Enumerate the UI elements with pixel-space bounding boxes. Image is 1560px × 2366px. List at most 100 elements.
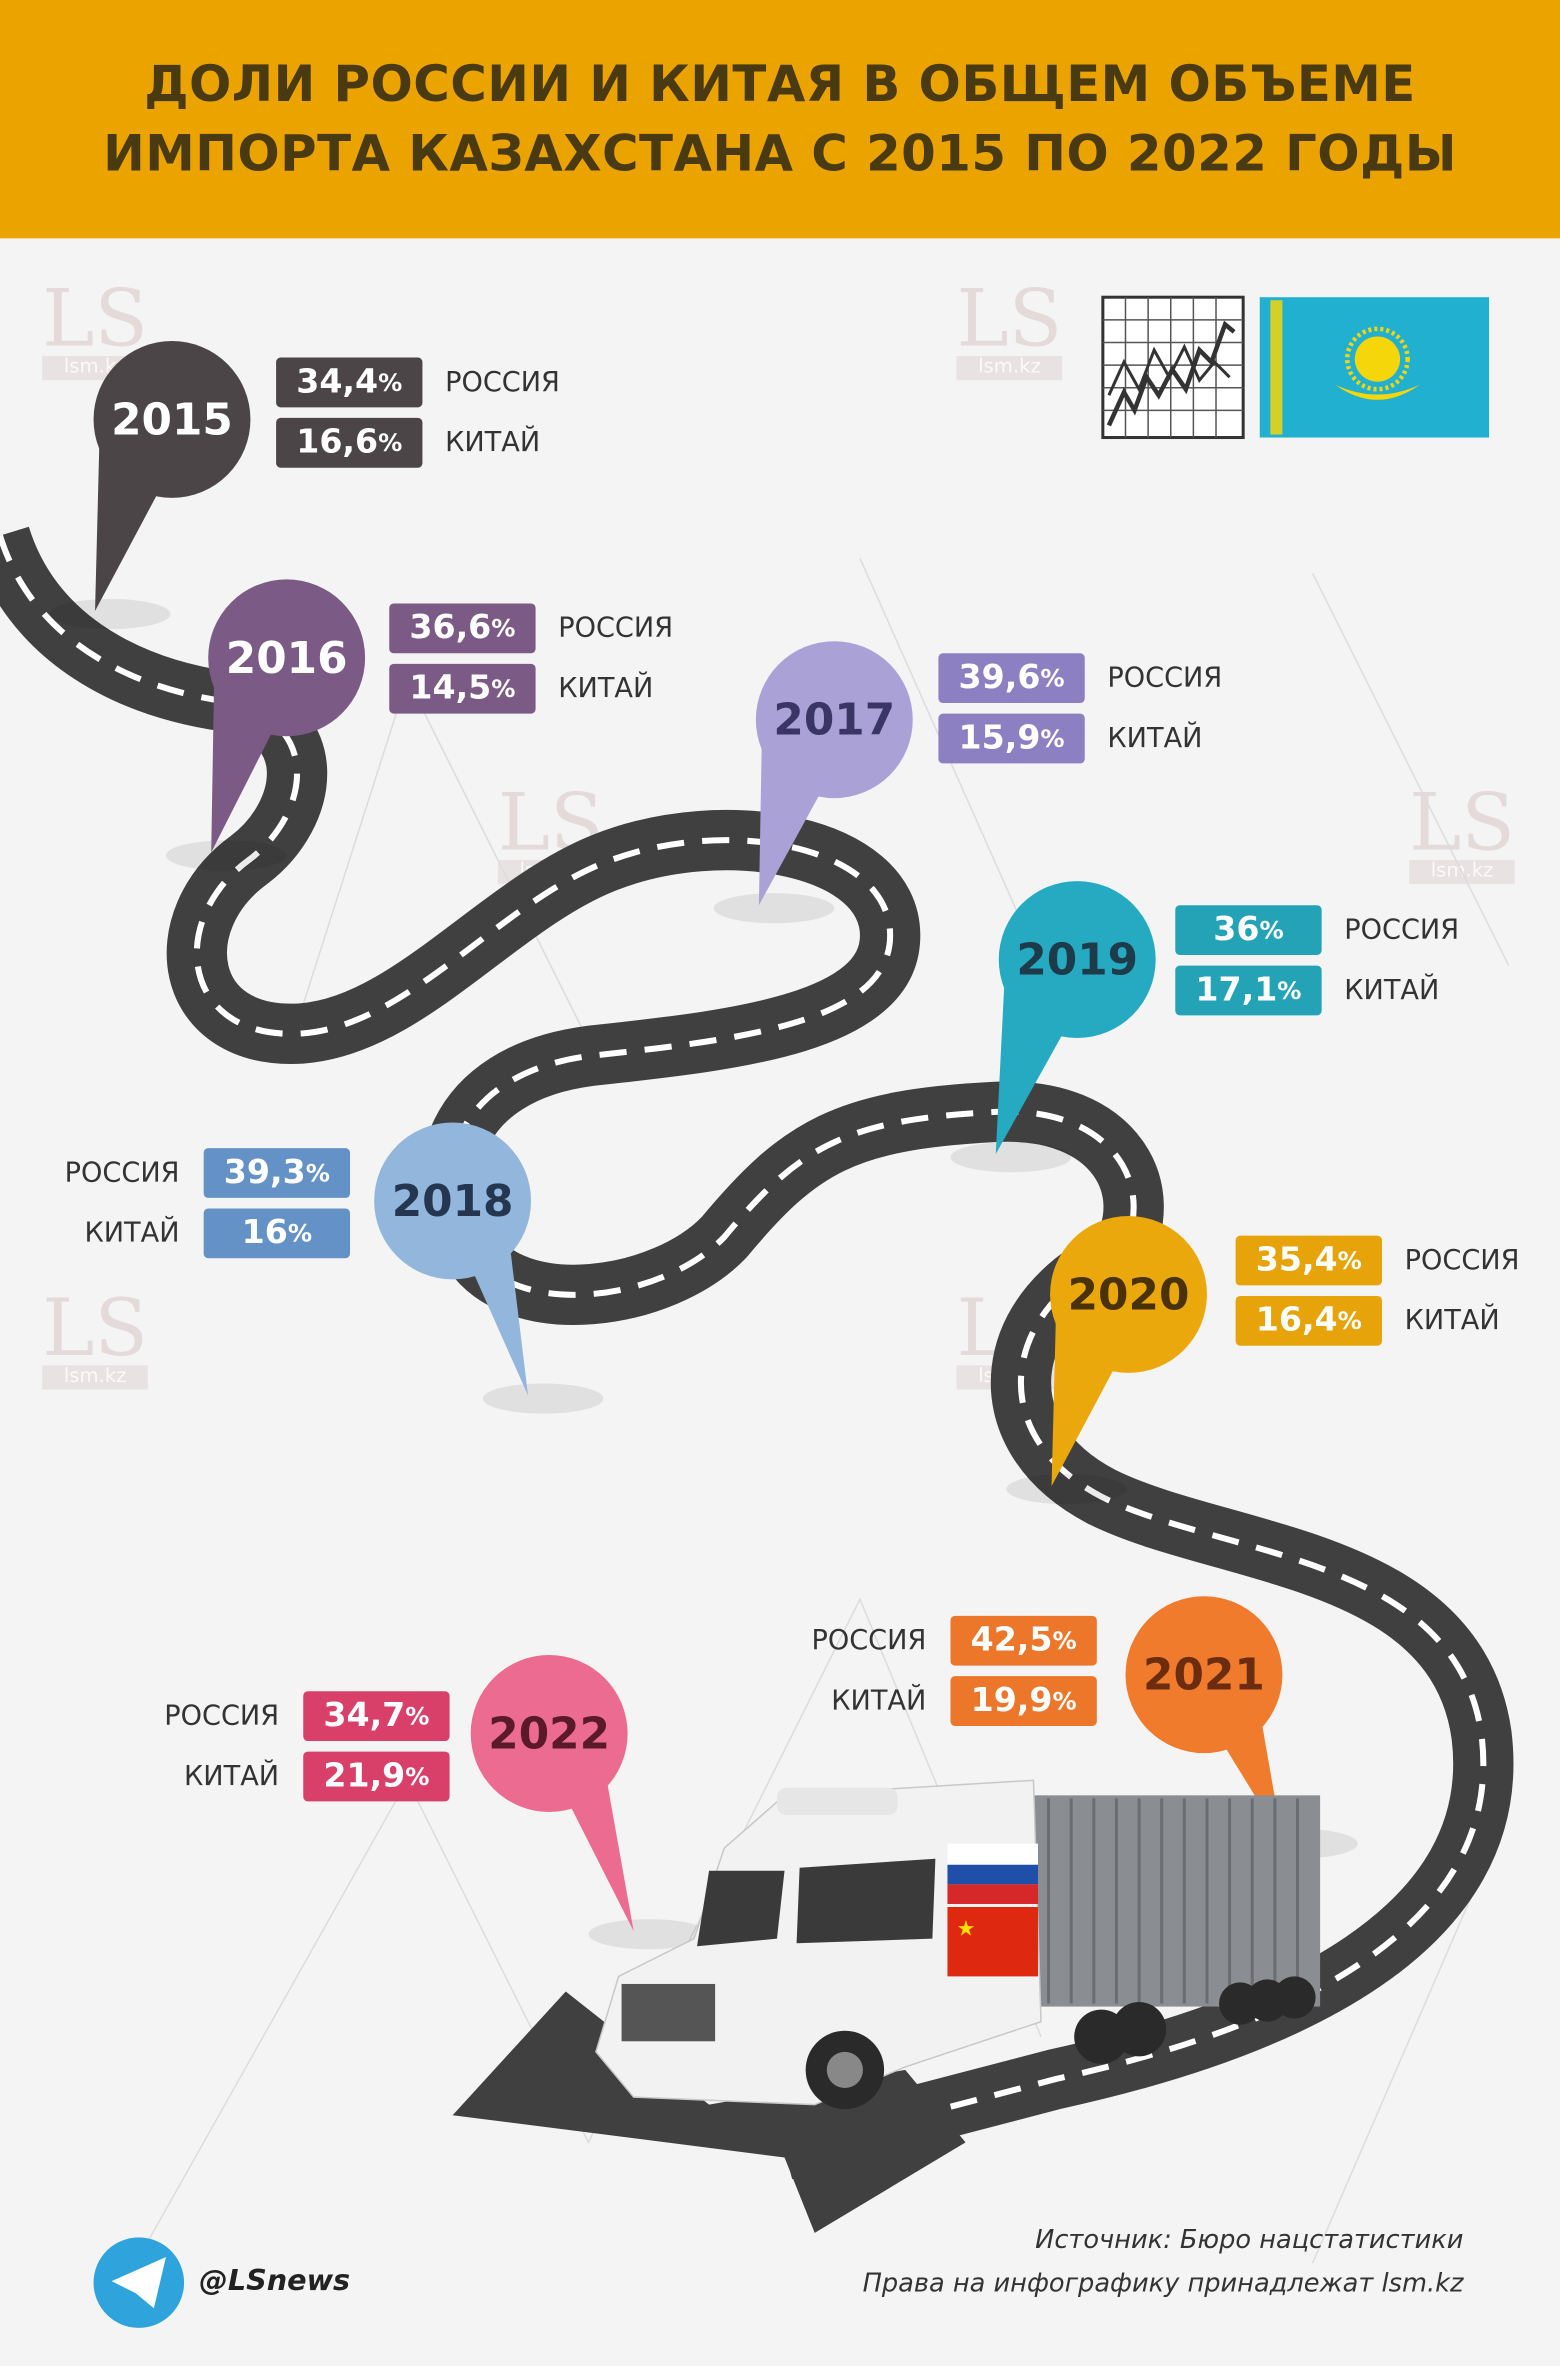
china-share-badge: 16% xyxy=(203,1208,351,1259)
share-value: 34,4 xyxy=(296,363,379,402)
china-share-badge: 16,6% xyxy=(276,417,423,468)
china-share-badge: 15,9% xyxy=(938,713,1085,764)
russia-share-badge: 34,4% xyxy=(276,357,423,408)
year-label: 2019 xyxy=(1016,933,1139,986)
china-flag xyxy=(947,1906,1038,1977)
percent-sign: % xyxy=(305,1158,330,1188)
title-line-1: ДОЛИ РОССИИ И КИТАЯ В ОБЩЕМ ОБЪЕМЕ xyxy=(144,54,1416,114)
russia-label: РОССИЯ xyxy=(64,1157,180,1189)
pin-tail xyxy=(473,1246,529,1396)
russia-label: РОССИЯ xyxy=(445,366,560,399)
china-label: КИТАЙ xyxy=(184,1760,280,1793)
russia-share-badge: 42,5% xyxy=(950,1615,1097,1666)
share-value: 14,5 xyxy=(409,669,492,708)
source-text: Источник: Бюро нацстатистики xyxy=(1035,2225,1464,2256)
line-chart-icon xyxy=(1101,295,1245,440)
kazakhstan-flag xyxy=(1259,297,1490,438)
year-label: 2021 xyxy=(1143,1649,1265,1701)
year-label: 2020 xyxy=(1067,1268,1190,1321)
percent-sign: % xyxy=(405,1762,430,1791)
russia-label: РОССИЯ xyxy=(1107,662,1223,695)
share-value: 21,9 xyxy=(323,1757,406,1796)
year-label: 2017 xyxy=(773,694,896,746)
rights-text: Права на инфографику принадлежат lsm.kz xyxy=(862,2269,1464,2300)
pin-shadow xyxy=(165,840,287,871)
china-share-badge: 19,9% xyxy=(950,1676,1097,1726)
header: ДОЛИ РОССИИ И КИТАЯ В ОБЩЕМ ОБЪЕМЕ ИМПОР… xyxy=(0,0,1560,239)
percent-sign: % xyxy=(1040,724,1065,753)
share-value: 36 xyxy=(1213,911,1260,949)
pin-shadow xyxy=(482,1383,604,1414)
year-label: 2016 xyxy=(225,632,348,684)
telegram-icon xyxy=(93,2237,185,2328)
pin-tail xyxy=(570,1778,634,1932)
china-label: КИТАЙ xyxy=(831,1685,927,1717)
pin-shadow xyxy=(950,1142,1072,1173)
percent-sign: % xyxy=(1052,1686,1077,1716)
share-value: 16,4 xyxy=(1255,1302,1338,1340)
percent-sign: % xyxy=(378,428,403,458)
percent-sign: % xyxy=(491,674,516,704)
percent-sign: % xyxy=(1040,663,1065,693)
share-value: 34,7 xyxy=(323,1697,406,1736)
china-share-badge: 21,9% xyxy=(303,1751,450,1802)
percent-sign: % xyxy=(405,1701,430,1731)
china-share-badge: 16,4% xyxy=(1235,1295,1382,1346)
year-label: 2018 xyxy=(391,1175,514,1227)
china-label: КИТАЙ xyxy=(1344,974,1440,1007)
svg-text:★: ★ xyxy=(957,1916,976,1941)
china-label: КИТАЙ xyxy=(84,1217,180,1250)
pin-shadow xyxy=(1006,1473,1127,1505)
russia-flag xyxy=(947,1843,1038,1865)
percent-sign: % xyxy=(378,368,403,397)
road-arrow-head xyxy=(452,1991,966,2233)
year-label: 2022 xyxy=(488,1707,611,1760)
percent-sign: % xyxy=(1277,976,1302,1005)
russia-label: РОССИЯ xyxy=(164,1700,280,1732)
share-value: 42,5 xyxy=(970,1621,1053,1660)
road-center-line xyxy=(0,534,1487,2146)
share-value: 39,3 xyxy=(223,1154,306,1192)
year-pins xyxy=(49,340,1358,1950)
pin-shadow xyxy=(713,893,835,924)
pin-2022 xyxy=(470,1655,628,1812)
share-value: 36,6 xyxy=(409,609,492,648)
russia-share-badge: 39,6% xyxy=(938,653,1085,704)
share-value: 35,4 xyxy=(1255,1241,1338,1280)
pin-2016 xyxy=(208,579,366,737)
percent-sign: % xyxy=(1259,915,1284,945)
russia-share-badge: 36,6% xyxy=(389,603,536,654)
russia-share-badge: 36% xyxy=(1175,905,1322,956)
watermark-logo: LS lsm.kz xyxy=(42,1283,149,1390)
china-label: КИТАЙ xyxy=(558,672,654,705)
pin-tail xyxy=(758,734,820,906)
russia-label: РОССИЯ xyxy=(1344,914,1460,946)
china-label: КИТАЙ xyxy=(445,426,541,459)
share-value: 39,6 xyxy=(958,659,1041,698)
title-line-2: ИМПОРТА КАЗАХСТАНА С 2015 ПО 2022 ГОДЫ xyxy=(103,123,1457,183)
share-value: 16,6 xyxy=(296,423,379,462)
percent-sign: % xyxy=(287,1219,313,1248)
russia-label: РОССИЯ xyxy=(811,1624,927,1657)
pin-2020 xyxy=(1050,1216,1207,1373)
percent-sign: % xyxy=(1337,1306,1362,1336)
china-label: КИТАЙ xyxy=(1107,722,1203,755)
pin-shadow xyxy=(49,598,171,630)
russia-share-badge: 35,4% xyxy=(1235,1235,1382,1286)
pin-2015 xyxy=(93,340,251,498)
percent-sign: % xyxy=(1052,1626,1077,1656)
pin-2018 xyxy=(374,1122,532,1280)
china-share-badge: 17,1% xyxy=(1175,965,1322,1016)
pin-shadow xyxy=(588,1919,710,1950)
share-value: 17,1 xyxy=(1195,971,1278,1010)
china-label: КИТАЙ xyxy=(1404,1305,1500,1337)
percent-sign: % xyxy=(1337,1246,1362,1275)
pin-2021 xyxy=(1125,1596,1283,1754)
year-label: 2015 xyxy=(111,393,233,446)
share-value: 19,9 xyxy=(970,1682,1053,1720)
china-share-badge: 14,5% xyxy=(389,663,536,714)
telegram-handle[interactable]: @LSnews xyxy=(199,2264,351,2298)
russia-share-badge: 39,3% xyxy=(203,1148,351,1198)
